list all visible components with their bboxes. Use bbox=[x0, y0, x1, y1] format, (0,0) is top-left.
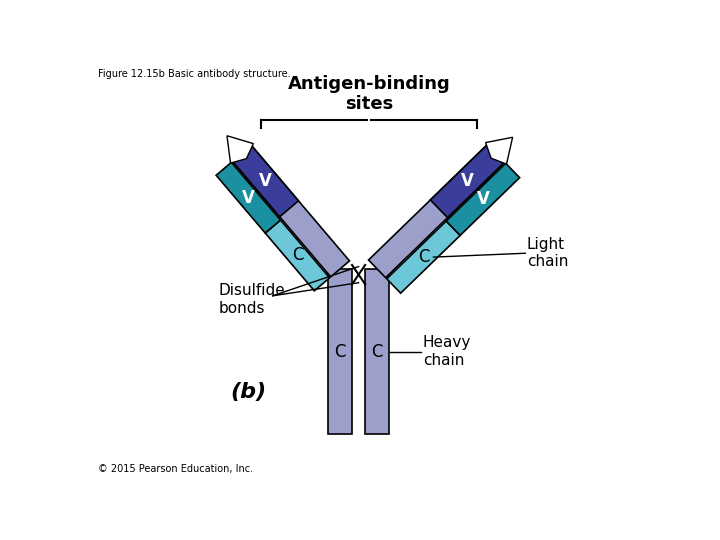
Polygon shape bbox=[265, 220, 330, 291]
Text: C: C bbox=[372, 342, 383, 361]
Text: V: V bbox=[259, 172, 272, 190]
Polygon shape bbox=[446, 163, 520, 235]
Text: V: V bbox=[461, 172, 474, 190]
Text: C: C bbox=[292, 246, 303, 265]
Polygon shape bbox=[216, 163, 281, 233]
Text: V: V bbox=[242, 188, 255, 207]
Polygon shape bbox=[365, 269, 389, 434]
Text: (b): (b) bbox=[230, 382, 266, 402]
Polygon shape bbox=[387, 221, 460, 293]
Text: Light
chain: Light chain bbox=[527, 237, 568, 269]
Polygon shape bbox=[227, 136, 253, 163]
Polygon shape bbox=[328, 269, 352, 434]
Polygon shape bbox=[431, 145, 505, 218]
Text: Heavy
chain: Heavy chain bbox=[423, 335, 472, 368]
Text: C: C bbox=[334, 342, 346, 361]
Text: V: V bbox=[477, 191, 490, 208]
Text: © 2015 Pearson Education, Inc.: © 2015 Pearson Education, Inc. bbox=[98, 464, 253, 475]
Polygon shape bbox=[233, 145, 299, 217]
Text: C: C bbox=[418, 248, 429, 266]
Text: Disulfide
bonds: Disulfide bonds bbox=[219, 284, 286, 316]
Polygon shape bbox=[485, 137, 513, 164]
Polygon shape bbox=[369, 145, 505, 278]
Text: Antigen-binding
sites: Antigen-binding sites bbox=[287, 75, 451, 113]
Polygon shape bbox=[233, 145, 349, 277]
Text: Figure 12.15b Basic antibody structure.: Figure 12.15b Basic antibody structure. bbox=[98, 69, 291, 79]
